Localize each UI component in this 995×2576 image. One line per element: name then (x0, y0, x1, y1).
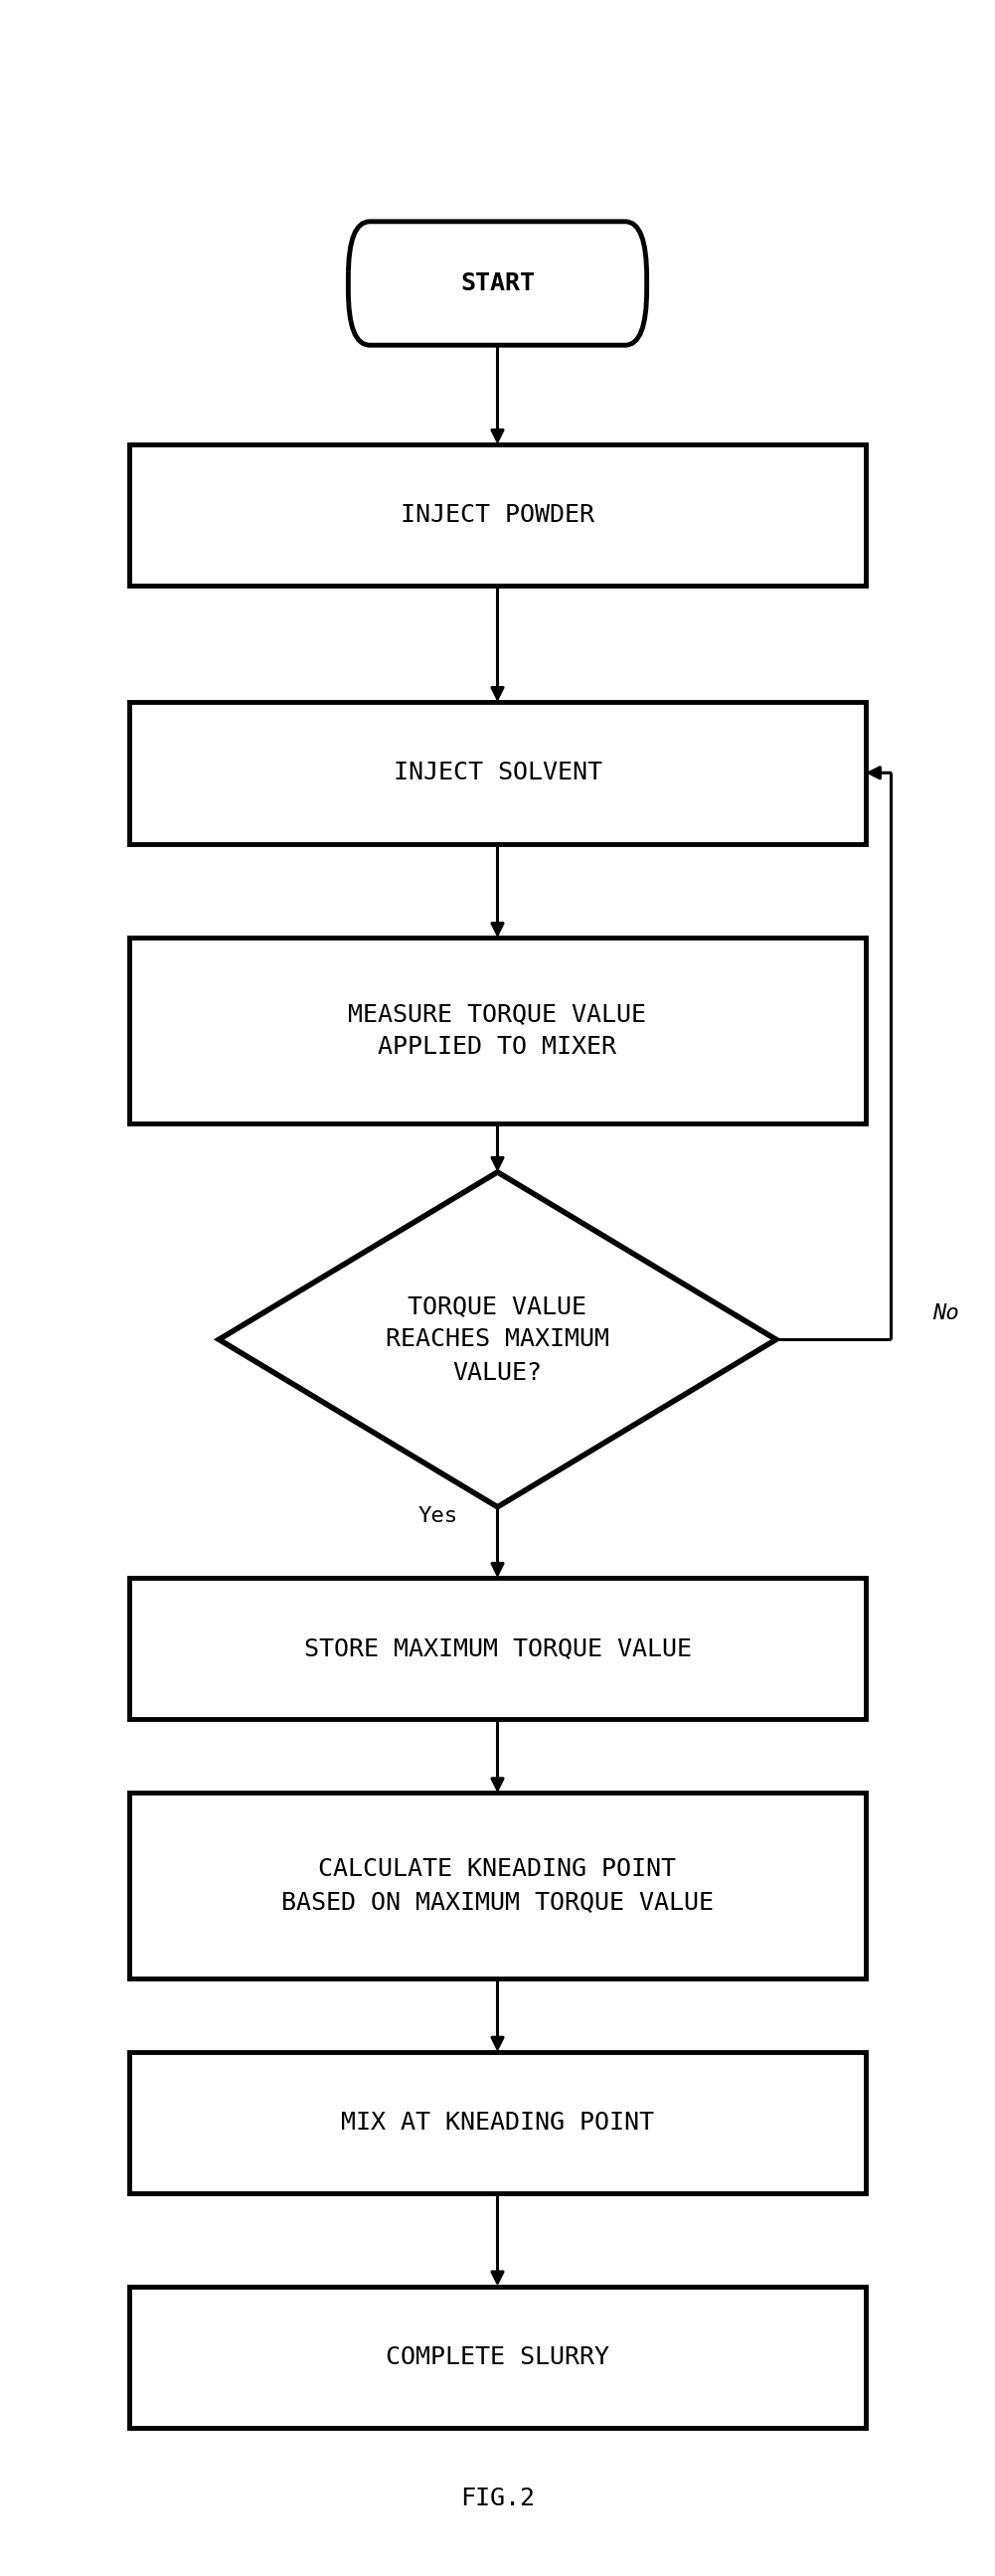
Text: CALCULATE KNEADING POINT
BASED ON MAXIMUM TORQUE VALUE: CALCULATE KNEADING POINT BASED ON MAXIMU… (282, 1857, 713, 1914)
Bar (129, 2287, 866, 2427)
Bar (129, 2050, 866, 2195)
Text: INJECT SOLVENT: INJECT SOLVENT (393, 760, 602, 786)
Polygon shape (219, 1172, 776, 1507)
Bar (129, 938, 866, 1123)
Text: FIG.2: FIG.2 (461, 2486, 534, 2512)
Text: MEASURE TORQUE VALUE
APPLIED TO MIXER: MEASURE TORQUE VALUE APPLIED TO MIXER (348, 1002, 647, 1059)
Bar (129, 701, 866, 845)
Text: MIX AT KNEADING POINT: MIX AT KNEADING POINT (341, 2110, 654, 2136)
Bar (129, 1577, 866, 1721)
Text: COMPLETE SLURRY: COMPLETE SLURRY (386, 2344, 609, 2370)
Text: START: START (461, 270, 534, 296)
Text: STORE MAXIMUM TORQUE VALUE: STORE MAXIMUM TORQUE VALUE (303, 1636, 692, 1662)
Bar (129, 1793, 866, 1978)
Bar (129, 443, 866, 585)
Text: Yes: Yes (418, 1507, 458, 1528)
Text: TORQUE VALUE
REACHES MAXIMUM
VALUE?: TORQUE VALUE REACHES MAXIMUM VALUE? (386, 1293, 609, 1386)
FancyBboxPatch shape (348, 222, 647, 345)
Text: INJECT POWDER: INJECT POWDER (401, 502, 594, 528)
Text: No: No (932, 1303, 958, 1324)
